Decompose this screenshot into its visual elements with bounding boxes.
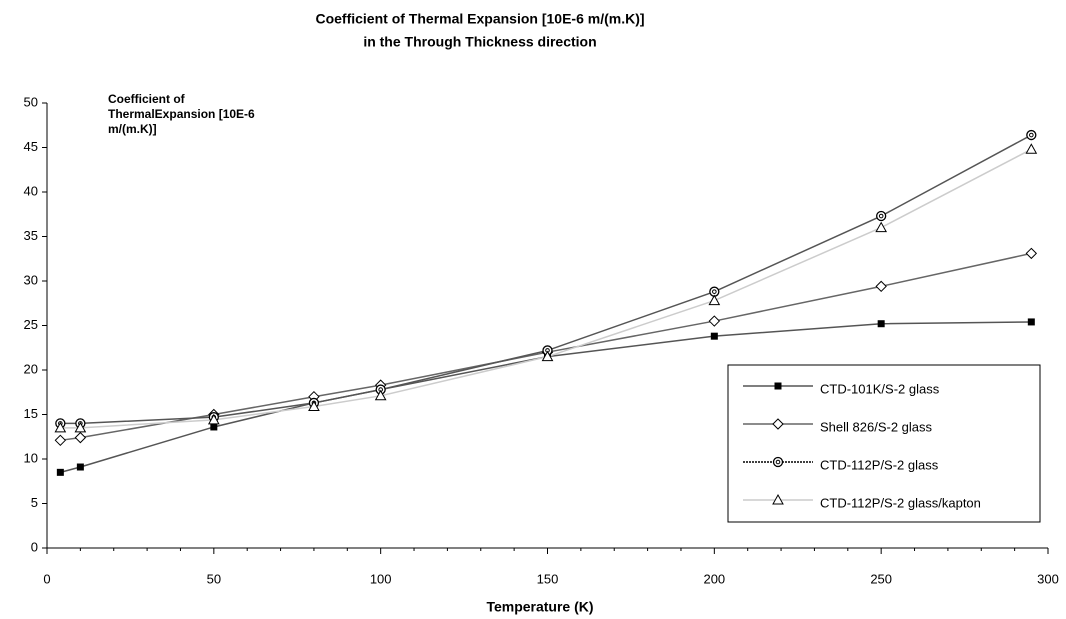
y-tick-label: 35 xyxy=(24,228,38,243)
marker xyxy=(76,463,84,471)
x-tick-label: 0 xyxy=(43,571,50,586)
marker xyxy=(1025,247,1038,260)
y-tick-label: 30 xyxy=(24,272,38,287)
x-tick-label: 150 xyxy=(537,571,559,586)
legend-label: CTD-112P/S-2 glass/kapton xyxy=(820,495,981,510)
chart-title: Coefficient of Thermal Expansion [10E-6 … xyxy=(315,11,644,27)
marker xyxy=(772,456,784,468)
y-tick-label: 0 xyxy=(31,539,38,554)
marker xyxy=(1027,318,1035,326)
marker-dot xyxy=(878,213,884,219)
marker xyxy=(875,280,887,293)
x-tick-label: 100 xyxy=(370,571,392,586)
marker xyxy=(876,210,887,222)
y-axis-label: Coefficient of ThermalExpansion [10E-6 m… xyxy=(108,92,255,136)
x-tick-label: 300 xyxy=(1037,571,1059,586)
marker xyxy=(877,320,885,328)
marker xyxy=(374,389,387,401)
marker xyxy=(708,294,721,306)
marker xyxy=(74,421,87,433)
marker xyxy=(308,400,320,411)
marker-dot xyxy=(712,289,717,294)
x-tick-label: 50 xyxy=(207,571,221,586)
y-tick-label: 45 xyxy=(24,139,38,154)
x-axis-label: Temperature (K) xyxy=(486,599,593,615)
y-tick-label: 50 xyxy=(24,94,38,109)
marker-dot xyxy=(775,459,781,465)
marker xyxy=(1025,143,1038,154)
marker xyxy=(210,423,218,431)
legend-box xyxy=(727,364,1041,523)
y-tick-label: 25 xyxy=(24,317,38,332)
marker xyxy=(708,315,721,327)
legend-label: CTD-112P/S-2 glass xyxy=(820,457,939,472)
marker xyxy=(54,434,67,447)
marker xyxy=(542,345,553,356)
y-tick-label: 20 xyxy=(24,361,38,376)
y-tick-label: 15 xyxy=(24,406,38,421)
x-tick-label: 250 xyxy=(870,571,892,586)
marker xyxy=(74,431,87,444)
marker xyxy=(772,418,784,430)
legend-label: CTD-101K/S-2 glass xyxy=(820,381,940,396)
marker xyxy=(709,286,720,297)
marker xyxy=(772,493,784,505)
x-tick-label: 200 xyxy=(703,571,725,586)
legend-label: Shell 826/S-2 glass xyxy=(820,419,933,434)
marker xyxy=(875,221,888,233)
marker xyxy=(1026,129,1037,141)
marker xyxy=(710,332,718,340)
marker xyxy=(774,382,782,390)
marker xyxy=(207,413,220,425)
y-tick-label: 10 xyxy=(24,450,38,465)
y-tick-label: 40 xyxy=(24,183,38,198)
marker xyxy=(56,468,64,476)
marker xyxy=(54,421,67,433)
y-tick-label: 5 xyxy=(31,495,38,510)
marker xyxy=(541,350,554,362)
chart-subtitle: in the Through Thickness direction xyxy=(363,34,596,50)
marker-dot xyxy=(1029,132,1034,138)
